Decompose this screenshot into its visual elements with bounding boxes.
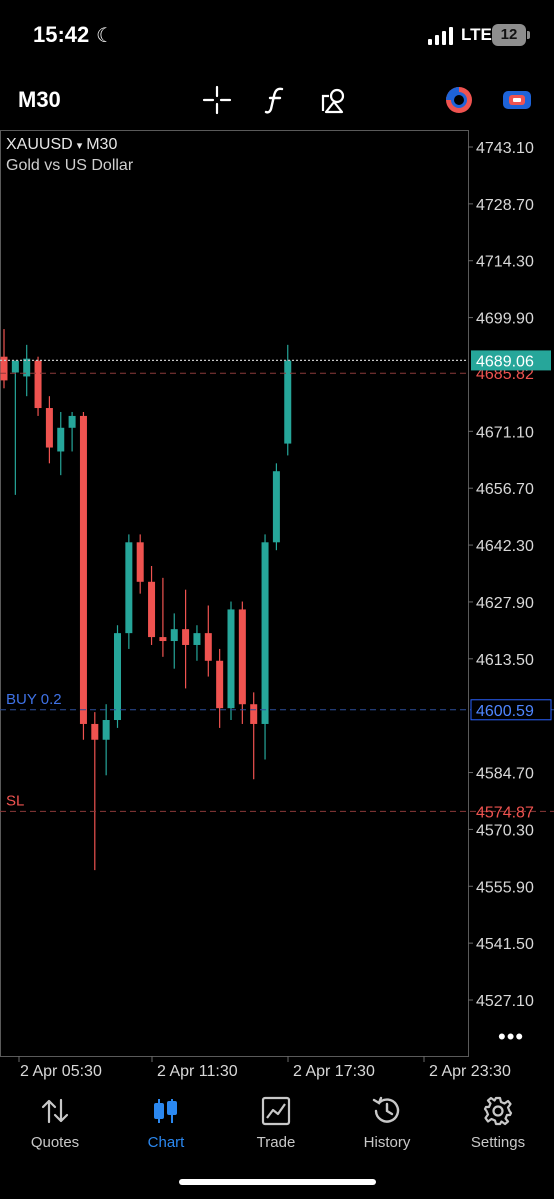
network-type: LTE xyxy=(461,25,492,44)
nav-label: Chart xyxy=(147,1134,185,1151)
nav-history[interactable]: History xyxy=(337,1090,437,1160)
one-click-icon[interactable] xyxy=(501,84,533,116)
candle-body xyxy=(45,408,53,448)
y-tick-label: 4527.10 xyxy=(476,993,534,1010)
candle-body xyxy=(68,415,76,428)
chart-symbol[interactable]: XAUUSD ▾ M30 xyxy=(6,136,117,154)
nav-label: Quotes xyxy=(30,1134,80,1151)
y-tick-label: 4541.50 xyxy=(476,936,534,953)
home-indicator xyxy=(179,1179,376,1185)
symbol-name: XAUUSD xyxy=(6,136,73,153)
candle-body xyxy=(148,581,156,638)
candle-body xyxy=(193,633,201,645)
settings-icon xyxy=(448,1092,548,1130)
candle-body xyxy=(216,660,224,709)
battery-cap xyxy=(527,31,530,39)
candle-body xyxy=(238,609,246,705)
candle-body xyxy=(284,360,292,444)
candle-body xyxy=(204,633,212,661)
timeframe-button[interactable]: M30 xyxy=(18,87,61,112)
y-tick-label: 4642.30 xyxy=(476,538,534,555)
nav-quotes[interactable]: Quotes xyxy=(5,1090,105,1160)
symbol-dropdown-icon: ▾ xyxy=(76,140,83,152)
history-icon xyxy=(337,1092,437,1130)
candle-body xyxy=(261,542,269,724)
symbol-timeframe: M30 xyxy=(86,136,118,153)
nav-chart[interactable]: Chart xyxy=(116,1090,216,1160)
signal-icon xyxy=(428,27,454,45)
battery-level: 12 xyxy=(500,26,518,43)
status-bar: 15:42 ☾ LTE 12 xyxy=(0,0,554,72)
candle-body xyxy=(91,723,99,740)
objects-icon[interactable] xyxy=(319,84,351,116)
battery-icon: 12 xyxy=(492,24,526,46)
trading-icon[interactable] xyxy=(443,84,475,116)
candle-body xyxy=(136,542,144,582)
candle-body xyxy=(159,637,167,642)
candle-body xyxy=(57,427,65,452)
x-tick-label: 2 Apr 11:30 xyxy=(157,1063,238,1080)
y-tick-label: 4699.90 xyxy=(476,311,534,328)
candle-body xyxy=(34,360,42,409)
symbol-description: Gold vs US Dollar xyxy=(6,157,134,174)
candle-body xyxy=(125,542,133,634)
buy-price-label: 4600.59 xyxy=(476,703,534,720)
sl-line-label: SL xyxy=(6,792,24,809)
candle-body xyxy=(272,471,280,543)
candle-body xyxy=(102,720,110,740)
y-tick-label: 4613.50 xyxy=(476,652,534,669)
y-tick-label: 4570.30 xyxy=(476,822,534,839)
nav-label: History xyxy=(363,1134,411,1151)
x-tick-label: 2 Apr 05:30 xyxy=(20,1063,102,1080)
chart-toolbar: M30 xyxy=(0,72,554,126)
y-tick-label: 4714.30 xyxy=(476,254,534,271)
nav-label: Trade xyxy=(256,1134,296,1151)
chart-canvas[interactable]: 4743.10 4728.70 4714.30 4699.90 4671.10 4656.… xyxy=(0,128,554,1090)
plot-frame xyxy=(0,130,469,1057)
candle-body xyxy=(0,356,8,381)
candle-body xyxy=(79,415,87,724)
candle-body xyxy=(250,704,258,724)
price-chart[interactable]: 4743.10 4728.70 4714.30 4699.90 4671.10 4656.… xyxy=(0,128,554,1090)
crosshair-icon[interactable] xyxy=(201,84,233,116)
chart-icon xyxy=(116,1092,216,1130)
x-tick-label: 2 Apr 17:30 xyxy=(293,1063,375,1080)
trade-icon xyxy=(226,1092,326,1130)
y-tick-label: 4555.90 xyxy=(476,879,534,896)
nav-settings[interactable]: Settings xyxy=(448,1090,548,1160)
bid-price-label: 4689.06 xyxy=(476,353,534,370)
bottom-nav: Quotes Chart Trade History Settings xyxy=(0,1090,554,1160)
nav-label: Settings xyxy=(470,1134,526,1151)
quotes-icon xyxy=(5,1092,105,1130)
candle-body xyxy=(170,629,178,642)
more-options-icon[interactable]: ••• xyxy=(498,1024,525,1049)
candle-body xyxy=(23,358,31,377)
ask-price-label: 4685.82 xyxy=(476,366,534,383)
y-tick-label: 4584.70 xyxy=(476,766,534,783)
buy-line-label: BUY 0.2 xyxy=(6,691,62,708)
x-tick-label: 2 Apr 23:30 xyxy=(429,1063,511,1080)
sl-price-label: 4574.87 xyxy=(476,804,534,821)
y-tick-label: 4743.10 xyxy=(476,140,534,157)
y-tick-label: 4671.10 xyxy=(476,424,534,441)
candle-body xyxy=(227,609,235,709)
y-tick-label: 4728.70 xyxy=(476,197,534,214)
y-tick-label: 4656.70 xyxy=(476,481,534,498)
candle-body xyxy=(114,633,121,721)
candle-body xyxy=(11,360,19,373)
indicator-icon[interactable] xyxy=(260,84,292,116)
nav-trade[interactable]: Trade xyxy=(226,1090,326,1160)
status-time: 15:42 xyxy=(33,22,90,47)
bid-price-box xyxy=(471,350,551,371)
moon-icon: ☾ xyxy=(96,25,114,47)
buy-price-box xyxy=(470,699,552,721)
candle-body xyxy=(182,629,190,645)
y-tick-label: 4627.90 xyxy=(476,595,534,612)
